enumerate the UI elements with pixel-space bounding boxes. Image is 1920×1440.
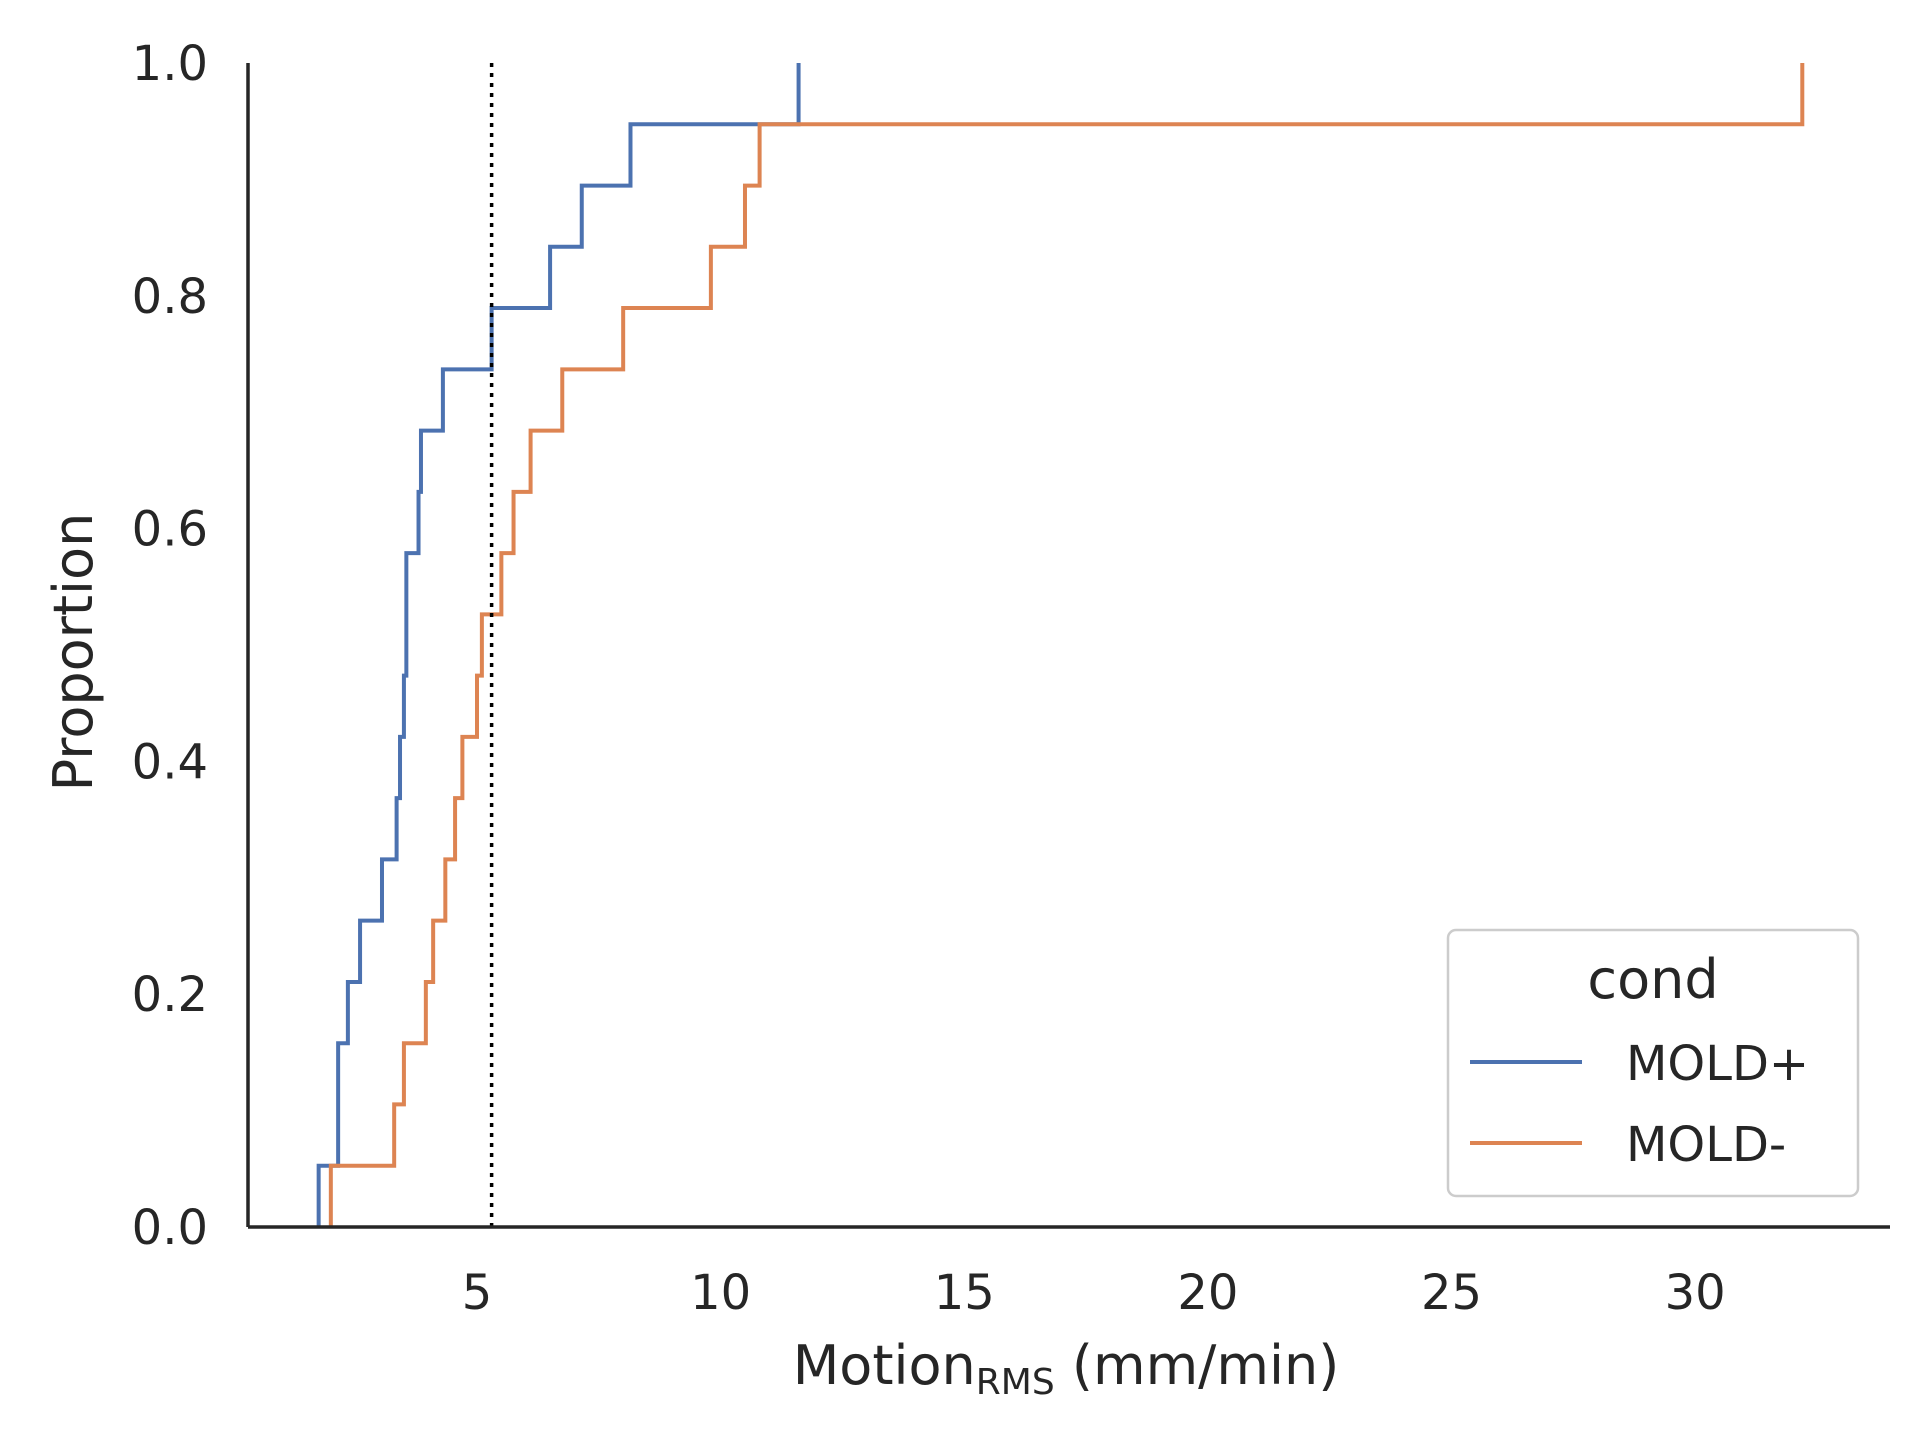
x-axis-ticks: 5 10 15 20 25 30 <box>462 1265 1726 1321</box>
y-tick-label: 0.0 <box>132 1200 208 1256</box>
x-axis-label-main: Motion <box>793 1334 976 1397</box>
y-tick-label: 0.8 <box>132 269 208 325</box>
x-tick-label: 20 <box>1177 1265 1238 1321</box>
x-tick-label: 5 <box>462 1265 493 1321</box>
legend-label-mold-minus: MOLD- <box>1626 1117 1786 1173</box>
legend: cond MOLD+ MOLD- <box>1446 928 1860 1198</box>
x-tick-label: 10 <box>690 1265 751 1321</box>
x-tick-label: 15 <box>934 1265 995 1321</box>
series-line-mold-minus <box>328 63 1805 1227</box>
y-axis-label: Proportion <box>42 513 105 792</box>
y-tick-label: 0.2 <box>132 967 208 1023</box>
x-axis-label-subscript: RMS <box>976 1362 1055 1403</box>
x-tick-label: 30 <box>1665 1265 1726 1321</box>
series-line-mold-plus <box>316 63 801 1227</box>
plot-area <box>316 63 1805 1227</box>
y-tick-label: 0.6 <box>132 502 208 558</box>
y-axis-ticks: 0.0 0.2 0.4 0.6 0.8 1.0 <box>132 36 208 1256</box>
legend-title: cond <box>1587 948 1718 1011</box>
x-axis-label: MotionRMS (mm/min) <box>793 1334 1340 1403</box>
y-tick-label: 0.4 <box>132 734 208 790</box>
x-axis-label-unit: (mm/min) <box>1055 1334 1340 1397</box>
legend-label-mold-plus: MOLD+ <box>1626 1036 1809 1092</box>
legend-frame <box>1446 928 1860 1198</box>
x-tick-label: 25 <box>1421 1265 1482 1321</box>
y-tick-label: 1.0 <box>132 36 208 92</box>
